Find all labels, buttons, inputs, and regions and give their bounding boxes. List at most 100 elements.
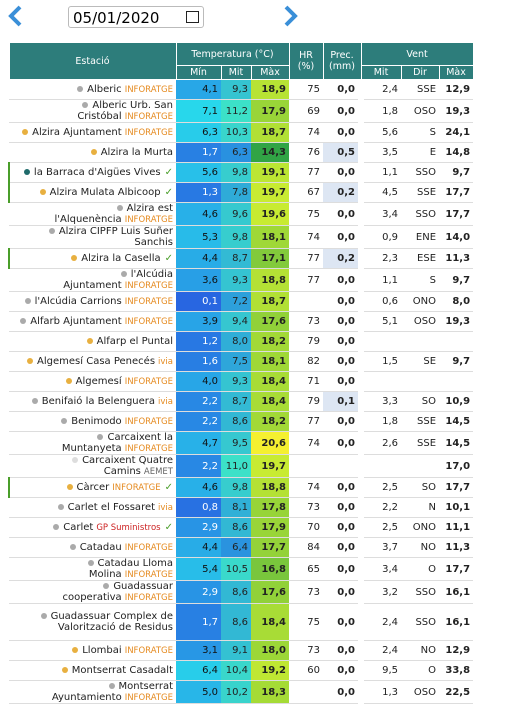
status-dot bbox=[48, 228, 55, 234]
source-tag: INFORATGE bbox=[124, 444, 173, 454]
value-cell: 14,5 bbox=[439, 411, 474, 432]
value-cell: 3,4 bbox=[361, 202, 402, 226]
value-cell: 8,7 bbox=[221, 391, 251, 412]
verified-check: ✓ bbox=[164, 522, 173, 533]
value-cell: 19,7 bbox=[251, 182, 290, 203]
station-cell: Alberic Urb. San Cristóbal INFORATGE bbox=[9, 99, 176, 123]
value-cell: 11,2 bbox=[221, 99, 251, 123]
status-dot bbox=[116, 205, 123, 211]
value-cell: 82 bbox=[289, 351, 324, 372]
value-cell: 77 bbox=[289, 162, 324, 183]
station-row: Carcaixent la Muntanyeta INFORATGE 4,7 9,5 2… bbox=[9, 431, 474, 455]
value-cell: 18,7 bbox=[251, 122, 290, 143]
value-cell: 19,2 bbox=[251, 660, 290, 681]
station-row: Alzira Mulata Albicoop ✓ 1,3 7,8 19,7 67 0,2 4,… bbox=[8, 182, 474, 203]
value-cell: 19,3 bbox=[439, 311, 474, 332]
station-name: Catadau Lloma Molina bbox=[88, 558, 173, 580]
status-dot bbox=[72, 647, 79, 653]
value-cell: 0,9 bbox=[361, 225, 402, 249]
value-cell: 17,8 bbox=[251, 497, 290, 518]
value-cell: 0,8 bbox=[176, 497, 221, 518]
station-row: Alzira est l'Alquenència INFORATGE 4,6 9,6 1… bbox=[9, 202, 474, 226]
value-cell: 0,0 bbox=[323, 517, 365, 538]
source-tag: INFORATGE bbox=[124, 570, 173, 580]
status-dot bbox=[72, 457, 79, 463]
value-cell: 7,5 bbox=[221, 351, 251, 372]
value-cell bbox=[289, 680, 324, 704]
value-cell: 3,6 bbox=[176, 268, 221, 292]
source-tag: AEMET bbox=[143, 467, 173, 477]
station-cell: Alfarb Ajuntament INFORATGE bbox=[9, 311, 176, 332]
value-cell: 2,2 bbox=[176, 454, 221, 478]
value-cell bbox=[401, 371, 440, 392]
value-cell: 3,3 bbox=[361, 391, 402, 412]
value-cell: 0,0 bbox=[323, 371, 365, 392]
value-cell: ONO bbox=[401, 291, 440, 312]
station-name: Càrcer bbox=[76, 482, 110, 493]
source-tag: GP Suministros bbox=[96, 523, 161, 533]
station-name: Catadau bbox=[79, 542, 122, 553]
value-cell bbox=[401, 331, 440, 352]
value-cell: 14,8 bbox=[439, 142, 474, 163]
value-cell: 1,7 bbox=[176, 603, 221, 641]
value-cell: 11,0 bbox=[221, 454, 251, 478]
prev-button[interactable] bbox=[6, 4, 26, 28]
value-cell: 17,7 bbox=[439, 557, 474, 581]
value-cell bbox=[361, 371, 402, 392]
subcolumn-header: Màx bbox=[438, 65, 474, 80]
value-cell: 1,5 bbox=[361, 351, 402, 372]
status-dot bbox=[31, 398, 38, 404]
value-cell: 1,3 bbox=[176, 182, 221, 203]
status-dot bbox=[40, 613, 47, 619]
value-cell: 0,0 bbox=[323, 99, 365, 123]
value-cell: 0,0 bbox=[323, 537, 365, 558]
value-cell: 5,3 bbox=[176, 225, 221, 249]
status-dot bbox=[103, 583, 110, 589]
value-cell: 1,3 bbox=[361, 680, 402, 704]
status-dot bbox=[39, 189, 46, 195]
status-dot bbox=[108, 683, 115, 689]
value-cell: 70 bbox=[289, 517, 324, 538]
value-cell: 5,0 bbox=[176, 680, 221, 704]
value-cell: 24,1 bbox=[439, 122, 474, 143]
value-cell: 0,1 bbox=[176, 291, 221, 312]
station-cell: Montserrat Casadalt bbox=[9, 660, 176, 681]
source-tag: INFORATGE bbox=[124, 377, 173, 387]
value-cell: 18,1 bbox=[251, 351, 290, 372]
value-cell: 19,6 bbox=[251, 202, 290, 226]
value-cell: 9,7 bbox=[439, 351, 474, 372]
next-button[interactable] bbox=[280, 4, 300, 28]
station-cell: Carcaixent Quatre Camins AEMET bbox=[9, 454, 176, 478]
source-tag: INFORATGE bbox=[124, 417, 173, 427]
value-cell: 9,8 bbox=[221, 162, 251, 183]
verified-check: ✓ bbox=[164, 253, 173, 264]
status-dot bbox=[24, 298, 31, 304]
value-cell: 2,2 bbox=[176, 391, 221, 412]
station-name: Alzira Mulata Albicoop bbox=[49, 187, 161, 198]
value-cell bbox=[361, 331, 402, 352]
value-cell: 69 bbox=[289, 99, 324, 123]
value-cell: SSO bbox=[401, 162, 440, 183]
value-cell: 17,9 bbox=[251, 99, 290, 123]
value-cell: 5,1 bbox=[361, 311, 402, 332]
value-cell: 2,5 bbox=[361, 517, 402, 538]
value-cell: 18,8 bbox=[251, 477, 290, 498]
subcolumn-header: Mit bbox=[220, 65, 252, 80]
value-cell: 9,7 bbox=[439, 162, 474, 183]
value-cell: 2,9 bbox=[176, 580, 221, 604]
station-name: Algemesí Casa Penecés bbox=[37, 356, 156, 367]
value-cell: S bbox=[401, 122, 440, 143]
station-row: Alzira Ajuntament INFORATGE 6,3 10,3 18,7 74 0… bbox=[9, 122, 474, 143]
calendar-icon[interactable] bbox=[186, 11, 199, 23]
value-cell: 73 bbox=[289, 311, 324, 332]
date-input[interactable]: 05/01/2020 bbox=[68, 6, 204, 28]
value-cell: 0,0 bbox=[323, 431, 365, 455]
value-cell: 8,7 bbox=[221, 248, 251, 269]
value-cell: 17,6 bbox=[251, 580, 290, 604]
station-cell: la Barraca d'Aigües Vives ✓ bbox=[8, 162, 176, 183]
station-name: la Barraca d'Aigües Vives bbox=[33, 167, 161, 178]
value-cell: 18,1 bbox=[251, 225, 290, 249]
station-name: Benifaió la Belenguera bbox=[41, 396, 156, 407]
station-cell: Catadau Lloma Molina INFORATGE bbox=[9, 557, 176, 581]
value-cell: 7,2 bbox=[221, 291, 251, 312]
